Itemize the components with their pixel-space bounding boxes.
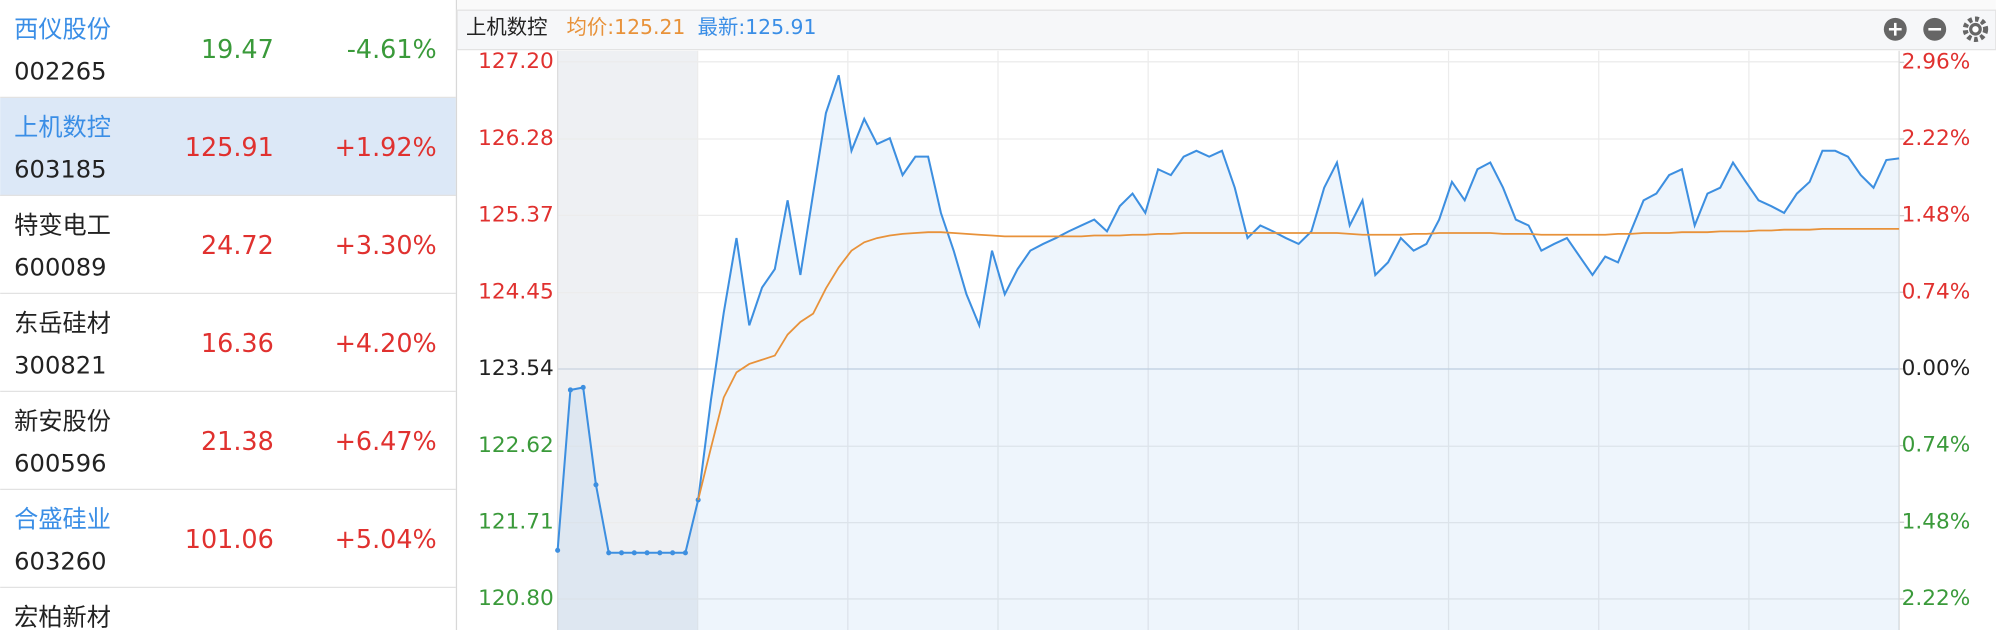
stock-change: +3.30% <box>335 231 437 261</box>
price-area <box>557 75 1900 630</box>
stock-code: 002265 <box>14 58 106 86</box>
stock-name: 合盛硅业 <box>14 506 111 534</box>
stock-code: 603185 <box>14 156 106 184</box>
auction-zone <box>557 50 698 630</box>
watchlist-row[interactable]: 宏柏新材 <box>0 604 456 630</box>
auction-point <box>631 550 637 556</box>
stock-change: +6.47% <box>335 427 437 457</box>
stock-name: 特变电工 <box>14 212 111 240</box>
stock-name: 西仪股份 <box>14 16 111 44</box>
stock-name: 上机数控 <box>14 114 111 142</box>
stock-code: 600596 <box>14 450 106 478</box>
stock-price: 21.38 <box>201 427 274 457</box>
avg-line <box>697 227 1900 501</box>
auction-point <box>593 482 599 488</box>
stock-price: 125.91 <box>185 133 274 163</box>
stock-price: 16.36 <box>201 329 274 359</box>
stock-change: -4.61% <box>347 35 437 65</box>
auction-point <box>682 550 688 556</box>
watchlist-row[interactable]: 西仪股份 002265 19.47 -4.61% <box>0 16 456 98</box>
y-tick-label: 123.54 <box>478 356 554 381</box>
auction-point <box>644 550 650 556</box>
chart-header <box>456 9 1996 51</box>
settings-button[interactable] <box>1962 16 1989 42</box>
last-price: 最新:125.91 <box>698 15 817 39</box>
y2-tick-label: 2.22% <box>1902 126 1971 151</box>
y-tick-label: 120.80 <box>478 586 554 611</box>
stock-code: 300821 <box>14 352 106 380</box>
stock-price: 19.47 <box>201 35 274 65</box>
y2-tick-label: 0.00% <box>1902 356 1971 381</box>
y2-tick-label: 2.22% <box>1902 586 1971 611</box>
price-line <box>556 74 1900 554</box>
stock-change: +5.04% <box>335 525 437 555</box>
stock-change: +1.92% <box>335 133 437 163</box>
row-highlight <box>0 98 456 196</box>
y-tick-label: 126.28 <box>478 126 554 151</box>
avg-price: 均价:125.21 <box>567 15 686 39</box>
zoom-out-button[interactable] <box>1923 17 1947 41</box>
y-tick-label: 124.45 <box>478 280 554 305</box>
watchlist-row[interactable]: 新安股份 600596 21.38 +6.47% <box>0 408 456 490</box>
auction-point <box>657 550 663 556</box>
stock-change: +4.20% <box>335 329 437 359</box>
stock-price: 101.06 <box>185 525 274 555</box>
stock-name: 新安股份 <box>14 408 111 436</box>
watchlist: 西仪股份 002265 19.47 -4.61% 上机数控 603185 125.91 +1.… <box>0 16 456 630</box>
y-tick-label: 121.71 <box>478 510 554 535</box>
zoom-in-button[interactable] <box>1883 17 1907 41</box>
auction-point <box>695 497 701 503</box>
stock-price: 24.72 <box>201 231 274 261</box>
y2-tick-label: 2.96% <box>1902 49 1971 74</box>
y2-tick-label: 1.48% <box>1902 509 1971 534</box>
stock-code: 603260 <box>14 548 106 576</box>
auction-point <box>670 550 676 556</box>
y2-tick-label: 0.74% <box>1902 279 1971 304</box>
y-tick-label: 122.62 <box>478 433 554 458</box>
top-strip <box>457 0 1996 11</box>
chart-title: 上机数控 <box>466 15 547 39</box>
y-tick-label: 127.20 <box>478 49 554 74</box>
auction-point <box>580 384 586 390</box>
auction-point <box>555 547 561 553</box>
plot: 127.20 126.28 125.37 124.45 123.54 122.62 121.… <box>478 49 1970 630</box>
watchlist-row[interactable]: 东岳硅材 300821 16.36 +4.20% <box>0 310 456 392</box>
stock-name: 宏柏新材 <box>14 604 111 630</box>
y-tick-label: 125.37 <box>478 202 554 227</box>
auction-point <box>618 550 625 556</box>
y2-tick-label: 0.74% <box>1902 433 1971 458</box>
auction-point <box>567 387 573 393</box>
auction-point <box>606 550 612 556</box>
watchlist-row[interactable]: 特变电工 600089 24.72 +3.30% <box>0 212 456 294</box>
watchlist-row[interactable]: 上机数控 603185 125.91 +1.92% <box>0 98 456 196</box>
stock-code: 600089 <box>14 254 106 282</box>
watchlist-row[interactable]: 合盛硅业 603260 101.06 +5.04% <box>0 506 456 588</box>
y2-tick-label: 1.48% <box>1902 203 1971 228</box>
stock-name: 东岳硅材 <box>14 310 111 338</box>
